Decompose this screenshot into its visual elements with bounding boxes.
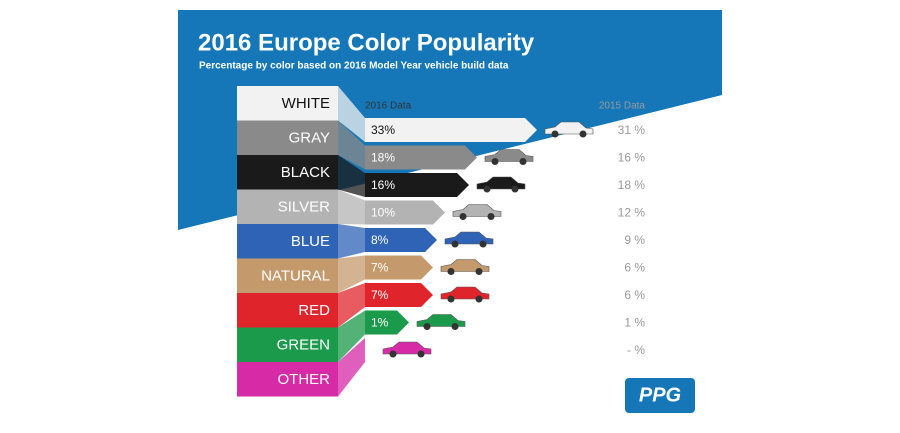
bar — [365, 283, 433, 307]
category-label: BLACK — [281, 164, 330, 181]
value-label: 10% — [371, 206, 395, 220]
category-label: BLUE — [291, 233, 330, 250]
car-wheel — [447, 295, 455, 303]
value-label: 33% — [371, 123, 395, 137]
car-wheel — [475, 268, 483, 275]
category-tab — [237, 224, 338, 259]
category-tab — [237, 258, 338, 293]
connector — [338, 155, 365, 197]
car-wheel — [491, 158, 499, 165]
category-tab — [237, 189, 338, 224]
logo — [625, 378, 695, 413]
car-wheel — [483, 185, 491, 193]
category-label: WHITE — [282, 95, 330, 112]
value-label-2015: 18 % — [618, 178, 646, 192]
car-icon — [544, 121, 594, 135]
bar — [365, 145, 477, 170]
car-wheel — [451, 240, 459, 248]
value-label-2015: 6 % — [624, 261, 645, 275]
car-wheel — [579, 130, 587, 138]
connector — [338, 86, 365, 142]
value-label: 16% — [371, 178, 395, 192]
car-wheel — [423, 323, 431, 330]
car-icon — [452, 204, 502, 217]
value-label: 7% — [371, 261, 389, 275]
value-label-2015: 31 % — [618, 123, 646, 137]
connector — [338, 120, 365, 170]
car-wheel — [389, 350, 397, 358]
car-wheel — [475, 295, 483, 303]
value-label-2015: 16 % — [618, 151, 646, 165]
value-label-2015: 1 % — [624, 316, 645, 330]
car-wheel — [479, 240, 487, 248]
category-tab — [237, 155, 338, 190]
value-label: 18% — [371, 151, 395, 165]
value-label-2015: 12 % — [618, 206, 646, 220]
value-label-2015: 6 % — [624, 288, 645, 302]
car-wheel — [451, 323, 459, 330]
car-icon — [476, 176, 526, 190]
car-icon — [382, 341, 432, 355]
bar — [365, 118, 537, 142]
value-label: 1% — [371, 316, 389, 330]
car-icon — [484, 149, 534, 162]
value-label: 8% — [371, 233, 389, 247]
connector — [338, 189, 365, 225]
category-label: NATURAL — [261, 268, 330, 285]
car-wheel — [447, 268, 455, 275]
value-label-2015: - % — [627, 343, 645, 357]
connector — [338, 283, 365, 328]
series-label: 2015 Data — [599, 101, 646, 112]
category-label: GRAY — [289, 130, 330, 147]
car-wheel — [487, 213, 495, 220]
car-wheel — [459, 213, 467, 220]
category-label: GREEN — [277, 337, 330, 354]
car-icon — [416, 314, 466, 327]
car-icon — [440, 286, 490, 300]
chart-title: 2016 Europe Color Popularity — [198, 29, 535, 56]
series-label: 2016 Data — [365, 101, 412, 112]
car-icon — [444, 231, 494, 245]
category-tab — [237, 86, 338, 121]
bar — [365, 173, 469, 197]
bar — [365, 310, 409, 335]
connector — [338, 338, 365, 397]
logo-text: PPG — [639, 384, 681, 406]
category-tab — [237, 362, 338, 397]
car-wheel — [519, 158, 527, 165]
car-icon — [440, 259, 490, 272]
connector — [338, 224, 365, 259]
bar — [365, 200, 445, 225]
car-wheel — [511, 185, 519, 193]
category-label: RED — [298, 302, 330, 319]
category-tab — [237, 293, 338, 328]
connector — [338, 310, 365, 362]
category-label: OTHER — [278, 371, 331, 388]
category-tab — [237, 327, 338, 362]
value-label: 7% — [371, 288, 389, 302]
bar — [365, 255, 433, 280]
category-tab — [237, 120, 338, 155]
chart-subtitle: Percentage by color based on 2016 Model … — [199, 61, 509, 72]
car-wheel — [417, 350, 425, 358]
value-label: - — [371, 343, 375, 357]
connector — [338, 255, 365, 293]
value-label-2015: 9 % — [624, 233, 645, 247]
car-wheel — [551, 130, 559, 138]
category-label: SILVER — [278, 199, 330, 216]
bar — [365, 228, 437, 252]
